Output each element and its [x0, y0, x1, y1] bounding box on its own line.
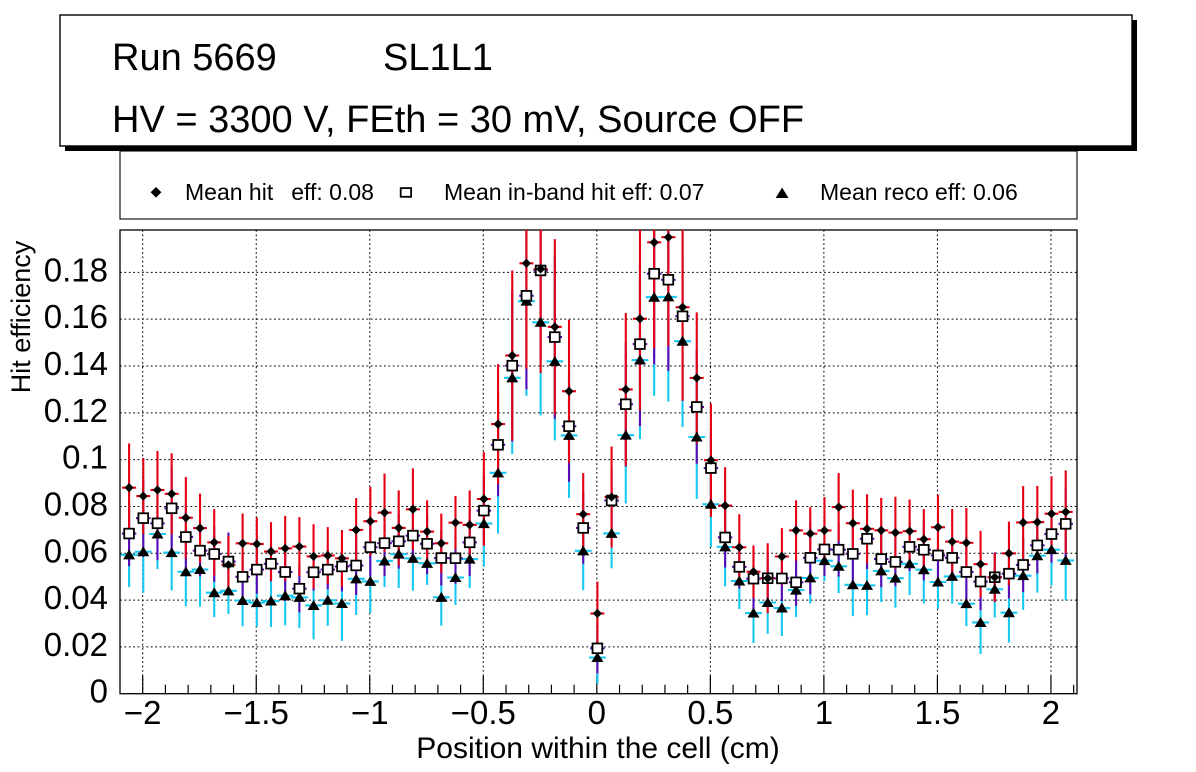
svg-text:0.5: 0.5 — [687, 694, 733, 731]
svg-text:Run 5669: Run 5669 — [112, 37, 277, 79]
svg-text:−2: −2 — [124, 694, 162, 731]
svg-text:2: 2 — [1042, 694, 1060, 731]
svg-text:−1.5: −1.5 — [224, 694, 289, 731]
svg-text:Mean in-band hit eff: 0.07: Mean in-band hit eff: 0.07 — [444, 179, 704, 205]
svg-text:Hit efficiency: Hit efficiency — [6, 240, 36, 393]
svg-text:HV = 3300 V, FEth = 30 mV, Sou: HV = 3300 V, FEth = 30 mV, Source OFF — [112, 99, 804, 141]
svg-text:0.02: 0.02 — [44, 626, 108, 663]
svg-text:Mean reco eff: 0.06: Mean reco eff: 0.06 — [820, 179, 1018, 205]
svg-text:Position within the cell (cm): Position within the cell (cm) — [416, 732, 779, 765]
svg-text:0: 0 — [588, 694, 606, 731]
svg-text:−0.5: −0.5 — [451, 694, 516, 731]
svg-text:SL1L1: SL1L1 — [383, 37, 493, 79]
svg-text:0.1: 0.1 — [62, 439, 108, 476]
svg-text:1.5: 1.5 — [914, 694, 960, 731]
svg-text:0.18: 0.18 — [44, 251, 108, 288]
svg-text:0.16: 0.16 — [44, 298, 108, 335]
svg-text:0.08: 0.08 — [44, 485, 108, 522]
svg-text:0.04: 0.04 — [44, 579, 108, 616]
svg-text:1: 1 — [815, 694, 833, 731]
svg-text:0.14: 0.14 — [44, 345, 108, 382]
svg-text:0.12: 0.12 — [44, 392, 108, 429]
svg-text:−1: −1 — [351, 694, 389, 731]
svg-text:0.06: 0.06 — [44, 532, 108, 569]
svg-text:0: 0 — [90, 673, 108, 710]
